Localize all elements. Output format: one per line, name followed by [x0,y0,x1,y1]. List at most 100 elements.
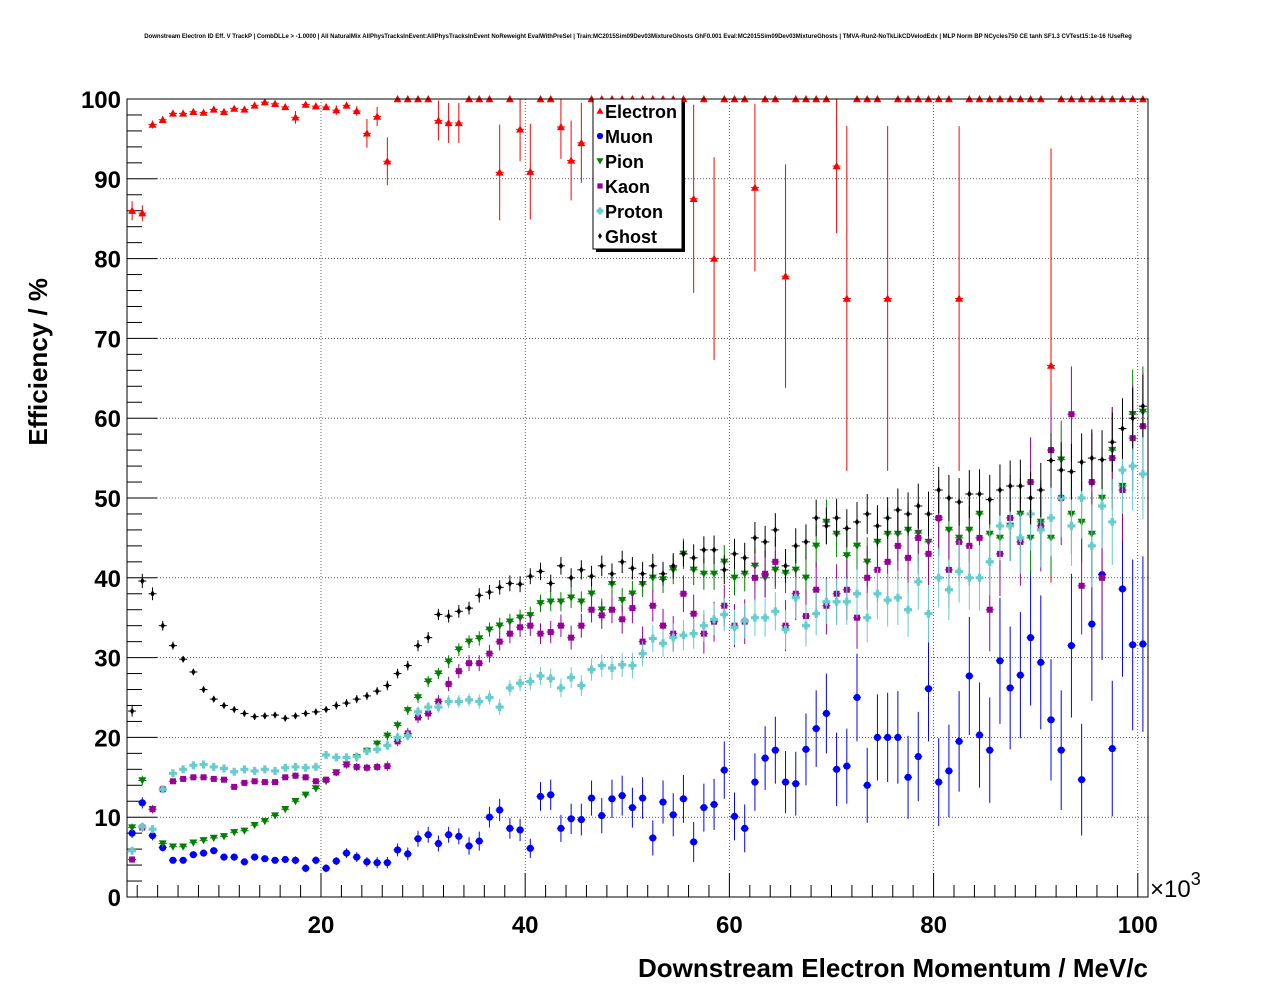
data-point [944,526,953,534]
data-point [577,815,585,824]
data-point [1006,521,1015,530]
data-point [434,703,443,712]
data-point [916,502,921,510]
data-point [516,125,525,133]
chart-title: Downstream Electron ID Eff. V TrackP | C… [144,34,1132,40]
data-point [873,733,882,742]
data-point [129,856,136,863]
data-point [1007,482,1013,490]
data-point [628,661,637,670]
data-point [209,762,218,771]
data-point [1067,642,1076,650]
x-exponent-power: 3 [1191,869,1201,889]
data-point [373,745,382,754]
y-tick-label: 100 [81,87,121,114]
x-exponent-label: ×103 [1150,869,1201,903]
data-point [832,597,841,606]
data-point [403,731,412,740]
data-point [1068,411,1075,418]
data-point [740,616,749,625]
data-point [711,546,717,554]
legend-label-ghost: Ghost [605,227,657,247]
data-point [659,639,668,648]
data-point [301,763,310,772]
data-point [843,762,851,770]
data-point [619,558,625,566]
data-point [180,655,186,663]
data-point [170,642,176,650]
x-tick-label: 20 [308,912,335,939]
data-point [822,709,830,718]
data-point [793,542,798,550]
data-point [219,764,228,773]
data-point [538,567,543,576]
legend-label-proton: Proton [605,202,663,222]
data-point [842,552,851,560]
data-point [905,510,911,518]
data-point [292,772,299,779]
data-point [577,681,586,690]
data-point [383,157,392,165]
data-point [710,254,719,262]
data-point [924,609,933,618]
data-point [608,795,616,803]
data-point [293,712,298,720]
data-point [834,514,839,522]
data-point [220,853,228,861]
data-point [444,658,453,666]
data-point [456,607,462,615]
data-point [648,634,657,643]
data-point [997,486,1003,494]
data-point [680,590,687,597]
data-point [332,753,341,762]
data-point [362,746,371,755]
data-point [618,596,627,605]
data-point [599,562,604,570]
data-point [383,732,392,740]
data-point [149,806,156,813]
data-point [700,804,708,812]
data-point [362,129,371,137]
data-point [505,618,514,626]
data-point [863,781,871,789]
data-point [1138,470,1147,479]
data-point [884,733,892,742]
data-point [454,646,463,654]
data-point [485,813,494,821]
data-point [773,526,778,534]
data-point [230,104,239,112]
data-point [955,567,964,576]
data-point [669,811,677,819]
data-point [384,763,391,770]
data-point [690,610,697,617]
data-point [752,534,758,542]
data-point [209,105,218,113]
series-ghost [128,375,1147,722]
data-point [607,663,616,672]
y-tick-label: 50 [94,486,121,513]
data-point [762,538,768,546]
legend-marker-ghost [598,232,602,240]
data-point [506,824,514,832]
data-point [210,847,218,855]
legend-marker-kaon [597,183,603,189]
data-point [526,167,535,175]
data-point [364,692,370,700]
data-point [649,602,656,609]
data-point [342,849,351,857]
y-tick-label: 70 [94,326,121,353]
data-point [281,806,290,814]
data-point [465,695,474,704]
data-point [577,138,586,147]
data-point [199,108,208,116]
data-point [844,524,850,532]
data-point [924,685,933,693]
data-point [1069,468,1074,476]
data-point [648,574,657,582]
data-point [914,752,922,761]
data-point [679,795,688,803]
data-point [272,711,278,719]
series-proton [128,421,1147,855]
data-point [557,622,564,629]
y-tick-label: 20 [94,725,121,752]
